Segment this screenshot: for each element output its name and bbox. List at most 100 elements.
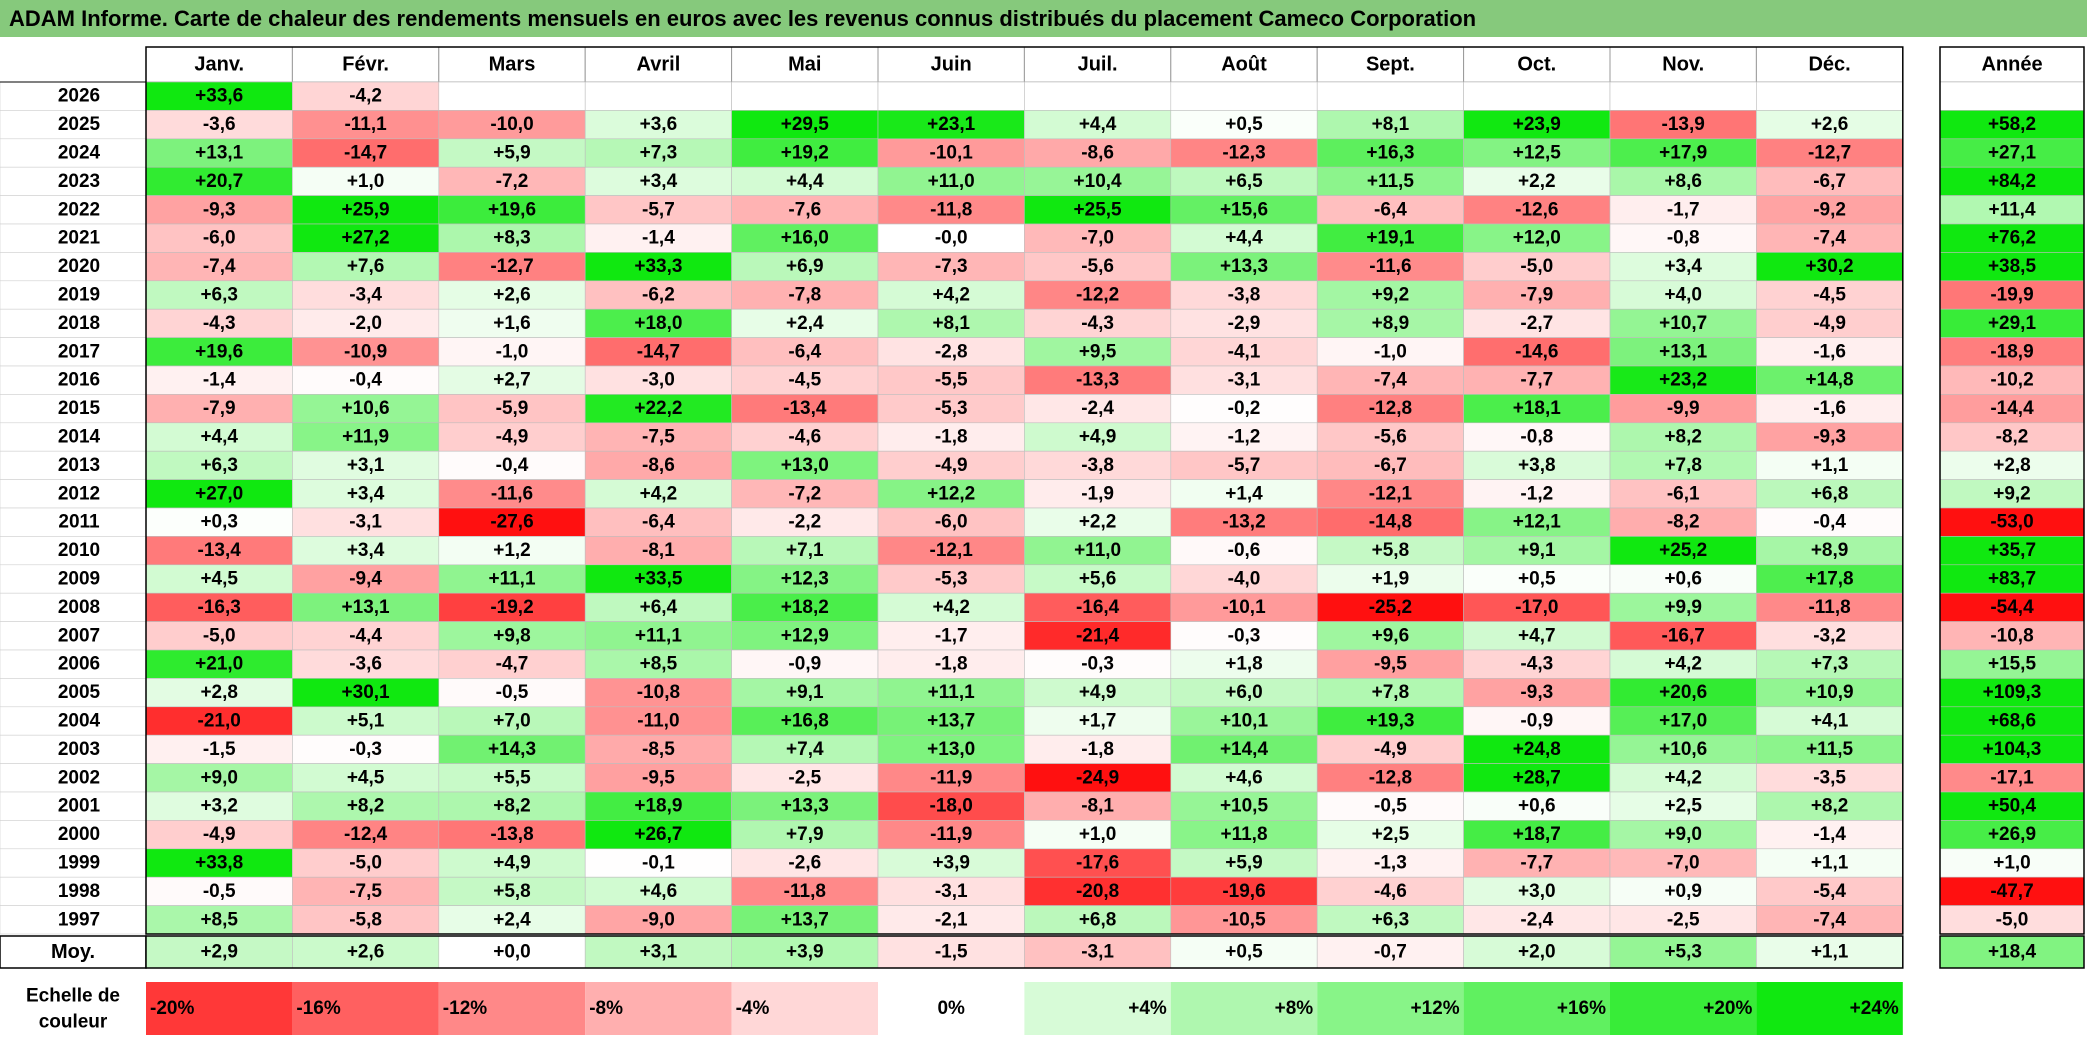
heat-cell-value: +33,5 [634,569,683,590]
heat-cell [731,791,879,821]
heat-cell [1463,223,1611,253]
heat-cell-value: +19,1 [1366,228,1415,249]
heat-cell-value: -0,4 [1813,512,1846,533]
heat-cell-value: -1,6 [1813,398,1846,419]
heat-cell [1756,223,1904,253]
heat-cell-value: +8,2 [493,796,531,817]
heat-cell-value: -13,4 [783,398,827,419]
heat-cell-value: +11,1 [635,625,682,646]
heat-cell [584,450,732,480]
annual-value: +109,3 [1983,682,2042,703]
average-cell [1463,935,1611,969]
heat-cell-value: -0,2 [1228,398,1261,419]
heat-cell [877,649,1025,679]
scale-value: -16% [296,998,340,1019]
heat-cell-value: +4,6 [1225,767,1263,788]
month-header: Juin [931,54,972,76]
heat-cell-value: +5,9 [1225,853,1263,874]
heat-cell [1463,536,1611,566]
heat-cell [438,621,586,651]
year-label-cell [0,223,147,253]
heat-cell [877,195,1025,225]
heat-cell-value: -9,4 [349,569,382,590]
annual-value: +15,5 [1988,654,2037,675]
heat-cell-value: +4,2 [1664,767,1702,788]
heat-cell-value: -1,9 [1081,483,1114,504]
heat-cell [1316,365,1464,395]
heat-cell-value: -7,7 [1520,853,1553,874]
heat-cell-value: -7,4 [1813,228,1846,249]
year-label: 2000 [58,824,100,845]
heat-cell [731,110,879,140]
heat-cell-value: +13,1 [1659,341,1708,362]
heat-cell [438,820,586,850]
heat-cell [292,394,440,424]
heat-cell-value: -12,4 [344,824,388,845]
heat-cell [292,706,440,736]
heat-cell-value: +4,9 [1079,682,1117,703]
heat-cell-value: +1,9 [1372,569,1410,590]
heat-cell-value: -2,5 [1667,909,1700,930]
heat-cell [731,450,879,480]
heat-cell [438,81,586,111]
heat-cell-value: -21,0 [198,711,241,732]
annual-value: -10,8 [1990,625,2033,646]
year-label: 2008 [58,597,100,618]
heat-cell [877,166,1025,196]
heat-cell-value: +9,1 [1518,540,1556,561]
heat-cell [1609,422,1757,452]
heat-cell-value: -8,6 [642,455,675,476]
annual-cell [1939,564,2085,594]
heat-cell-value: -5,4 [1813,881,1846,902]
heat-cell-value: +19,6 [195,341,243,362]
heat-cell [877,678,1025,708]
heat-cell [1316,706,1464,736]
year-label-cell [0,81,147,111]
heat-cell-value: +1,7 [1079,711,1117,732]
heat-cell-value: -16,4 [1076,597,1120,618]
heat-cell-value: +6,8 [1811,483,1849,504]
annual-cell [1939,450,2085,480]
heat-cell-value: +4,5 [200,569,238,590]
heat-cell [145,166,293,196]
year-label: 2006 [58,654,100,675]
annual-value: -5,0 [1996,909,2029,930]
heat-cell [1756,791,1904,821]
heat-cell [1463,252,1611,282]
heat-cell [1756,678,1904,708]
heat-cell [292,848,440,878]
month-header: Mars [489,54,536,76]
heat-cell [1609,365,1757,395]
heat-cell-value: +4,5 [347,767,385,788]
heat-cell [145,337,293,367]
heat-cell-value: +8,3 [493,228,531,249]
heat-cell-value: -8,1 [642,540,675,561]
heat-cell-value: +2,2 [1518,171,1556,192]
heat-cell [877,507,1025,537]
heat-cell-value: +4,2 [932,597,970,618]
heat-cell [1316,876,1464,906]
heat-cell-value: -0,8 [1667,228,1700,249]
heat-cell-value: +1,8 [1225,654,1263,675]
heat-cell [145,195,293,225]
heat-cell [1024,394,1172,424]
heat-cell [1316,223,1464,253]
heat-cell-value: +4,9 [493,853,531,874]
heat-cell-value: +13,7 [781,909,829,930]
heat-cell-value: -17,6 [1076,853,1119,874]
year-label: 2026 [58,86,100,107]
heat-cell-value: +21,0 [195,654,243,675]
heat-cell [1609,763,1757,793]
heat-cell [584,763,732,793]
heat-cell [145,621,293,651]
heat-cell-value: +1,0 [1079,824,1117,845]
heat-cell-value: -13,4 [198,540,242,561]
heat-cell [877,252,1025,282]
heat-cell-value: -2,1 [935,909,968,930]
heat-cell-value: +12,5 [1513,143,1562,164]
heat-cell-value: +4,4 [1225,228,1263,249]
scale-value: +24% [1850,998,1899,1019]
heat-cell [145,422,293,452]
heat-cell-value: -12,1 [930,540,974,561]
heat-cell-value: -6,1 [1667,483,1700,504]
